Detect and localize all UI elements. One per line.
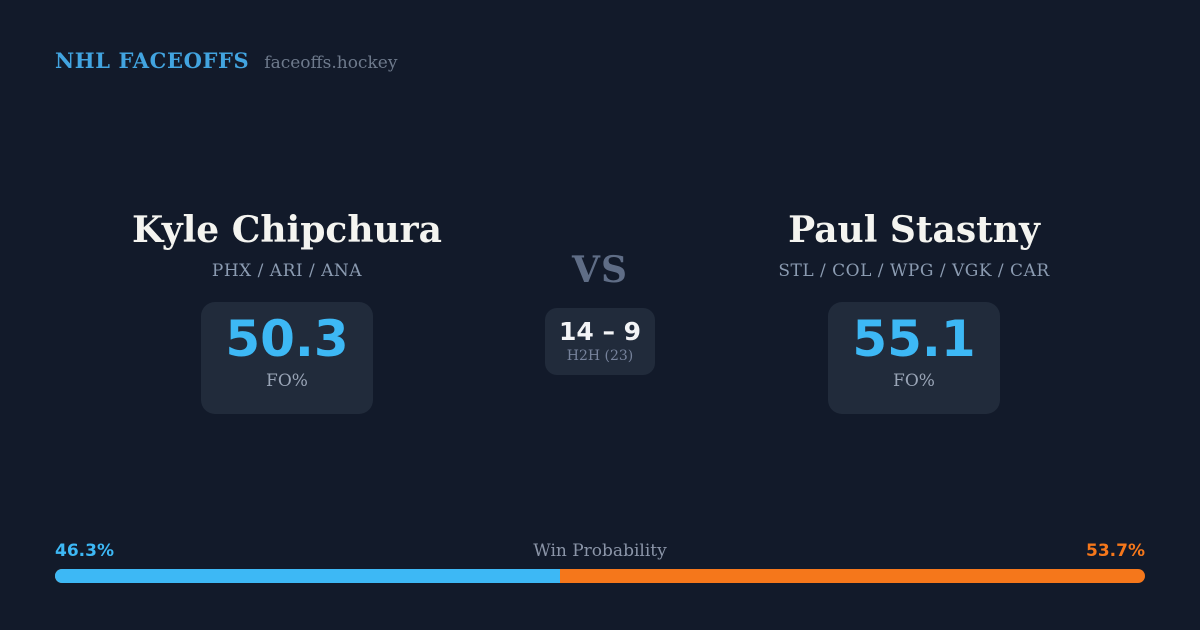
- win-probability-bar-left-segment: [55, 569, 560, 583]
- left-player-panel: Kyle Chipchura PHX / ARI / ANA 50.3 FO%: [87, 209, 487, 415]
- right-fo-label: FO%: [893, 370, 935, 391]
- vs-label: VS: [572, 249, 628, 291]
- h2h-card: 14 – 9 H2H (23): [544, 307, 656, 376]
- right-fo-card: 55.1 FO%: [828, 302, 1000, 415]
- h2h-label: H2H (23): [566, 348, 634, 365]
- win-probability-title: Win Probability: [533, 541, 667, 561]
- right-win-pct: 53.7%: [1086, 541, 1145, 561]
- site-url: faceoffs.hockey: [264, 53, 398, 73]
- left-fo-card: 50.3 FO%: [201, 302, 373, 415]
- right-player-name: Paul Stastny: [788, 209, 1040, 251]
- win-probability-bar: [55, 569, 1145, 583]
- left-fo-label: FO%: [266, 370, 308, 391]
- right-player-teams: STL / COL / WPG / VGK / CAR: [778, 261, 1050, 282]
- right-player-panel: Paul Stastny STL / COL / WPG / VGK / CAR…: [714, 209, 1114, 415]
- header: NHL FACEOFFS faceoffs.hockey: [55, 48, 397, 73]
- left-player-teams: PHX / ARI / ANA: [211, 261, 363, 282]
- right-fo-value: 55.1: [852, 310, 976, 369]
- left-player-name: Kyle Chipchura: [132, 209, 442, 251]
- win-probability-labels: 46.3% Win Probability 53.7%: [55, 541, 1145, 561]
- versus-panel: VS 14 – 9 H2H (23): [500, 249, 700, 376]
- brand-title: NHL FACEOFFS: [55, 48, 250, 73]
- left-win-pct: 46.3%: [55, 541, 114, 561]
- left-fo-value: 50.3: [225, 310, 349, 369]
- h2h-score: 14 – 9: [558, 316, 642, 346]
